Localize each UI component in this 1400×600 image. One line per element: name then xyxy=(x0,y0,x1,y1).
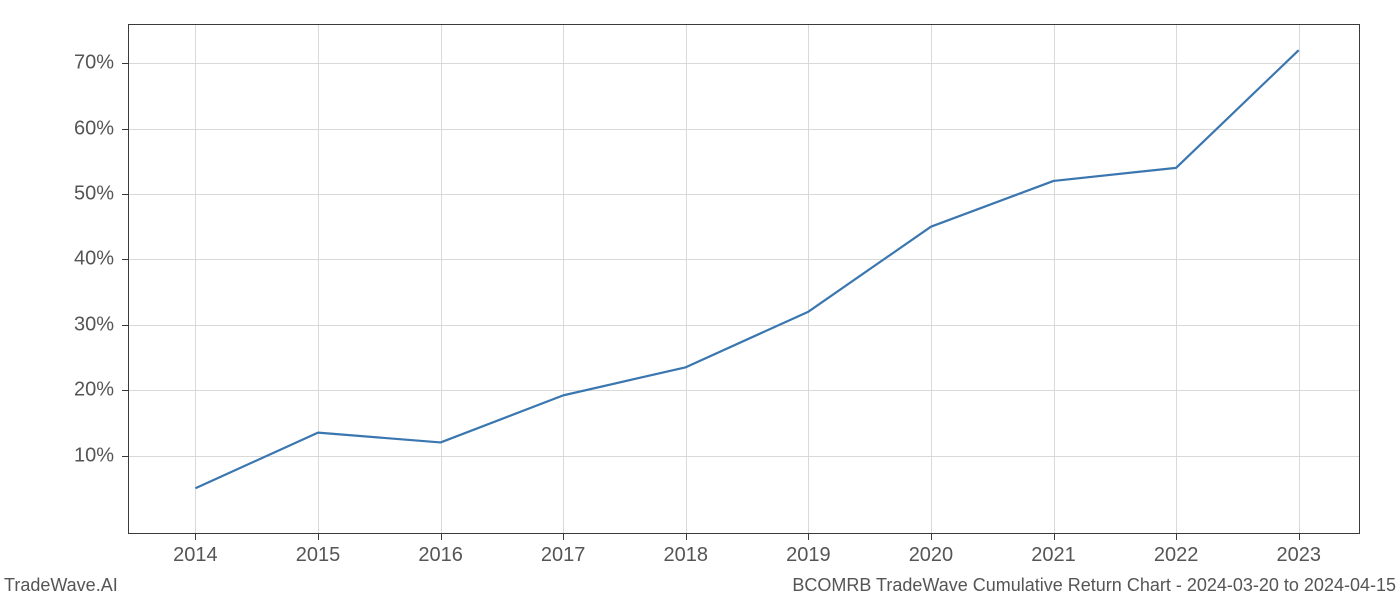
x-tick-mark xyxy=(808,534,809,540)
y-tick-label: 20% xyxy=(8,379,114,402)
x-tick-mark xyxy=(441,534,442,540)
x-tick-mark xyxy=(318,534,319,540)
x-tick-label: 2016 xyxy=(418,544,463,567)
x-tick-mark xyxy=(563,534,564,540)
x-tick-label: 2014 xyxy=(173,544,218,567)
x-tick-label: 2022 xyxy=(1154,544,1199,567)
x-tick-label: 2019 xyxy=(786,544,831,567)
x-tick-mark xyxy=(195,534,196,540)
x-tick-label: 2017 xyxy=(541,544,586,567)
y-tick-label: 10% xyxy=(8,444,114,467)
x-tick-mark xyxy=(1054,534,1055,540)
x-tick-label: 2023 xyxy=(1276,544,1321,567)
y-tick-label: 50% xyxy=(8,183,114,206)
y-tick-label: 30% xyxy=(8,313,114,336)
x-tick-mark xyxy=(686,534,687,540)
plot-area: 2014201520162017201820192020202120222023… xyxy=(128,24,1360,534)
y-tick-label: 60% xyxy=(8,117,114,140)
x-tick-mark xyxy=(931,534,932,540)
x-tick-label: 2020 xyxy=(909,544,954,567)
x-tick-mark xyxy=(1299,534,1300,540)
x-tick-mark xyxy=(1176,534,1177,540)
footer-right-text: BCOMRB TradeWave Cumulative Return Chart… xyxy=(792,575,1396,596)
y-tick-label: 40% xyxy=(8,248,114,271)
footer-left-text: TradeWave.AI xyxy=(4,575,118,596)
x-tick-label: 2018 xyxy=(664,544,709,567)
chart-container: 2014 2015 2016 2017 2018 2019 2020 2021 2022 2023… xyxy=(0,0,1400,600)
series-line xyxy=(195,50,1298,488)
y-tick-label: 70% xyxy=(8,52,114,75)
x-tick-label: 2021 xyxy=(1031,544,1076,567)
line-layer xyxy=(128,24,1360,534)
x-tick-label: 2015 xyxy=(296,544,341,567)
